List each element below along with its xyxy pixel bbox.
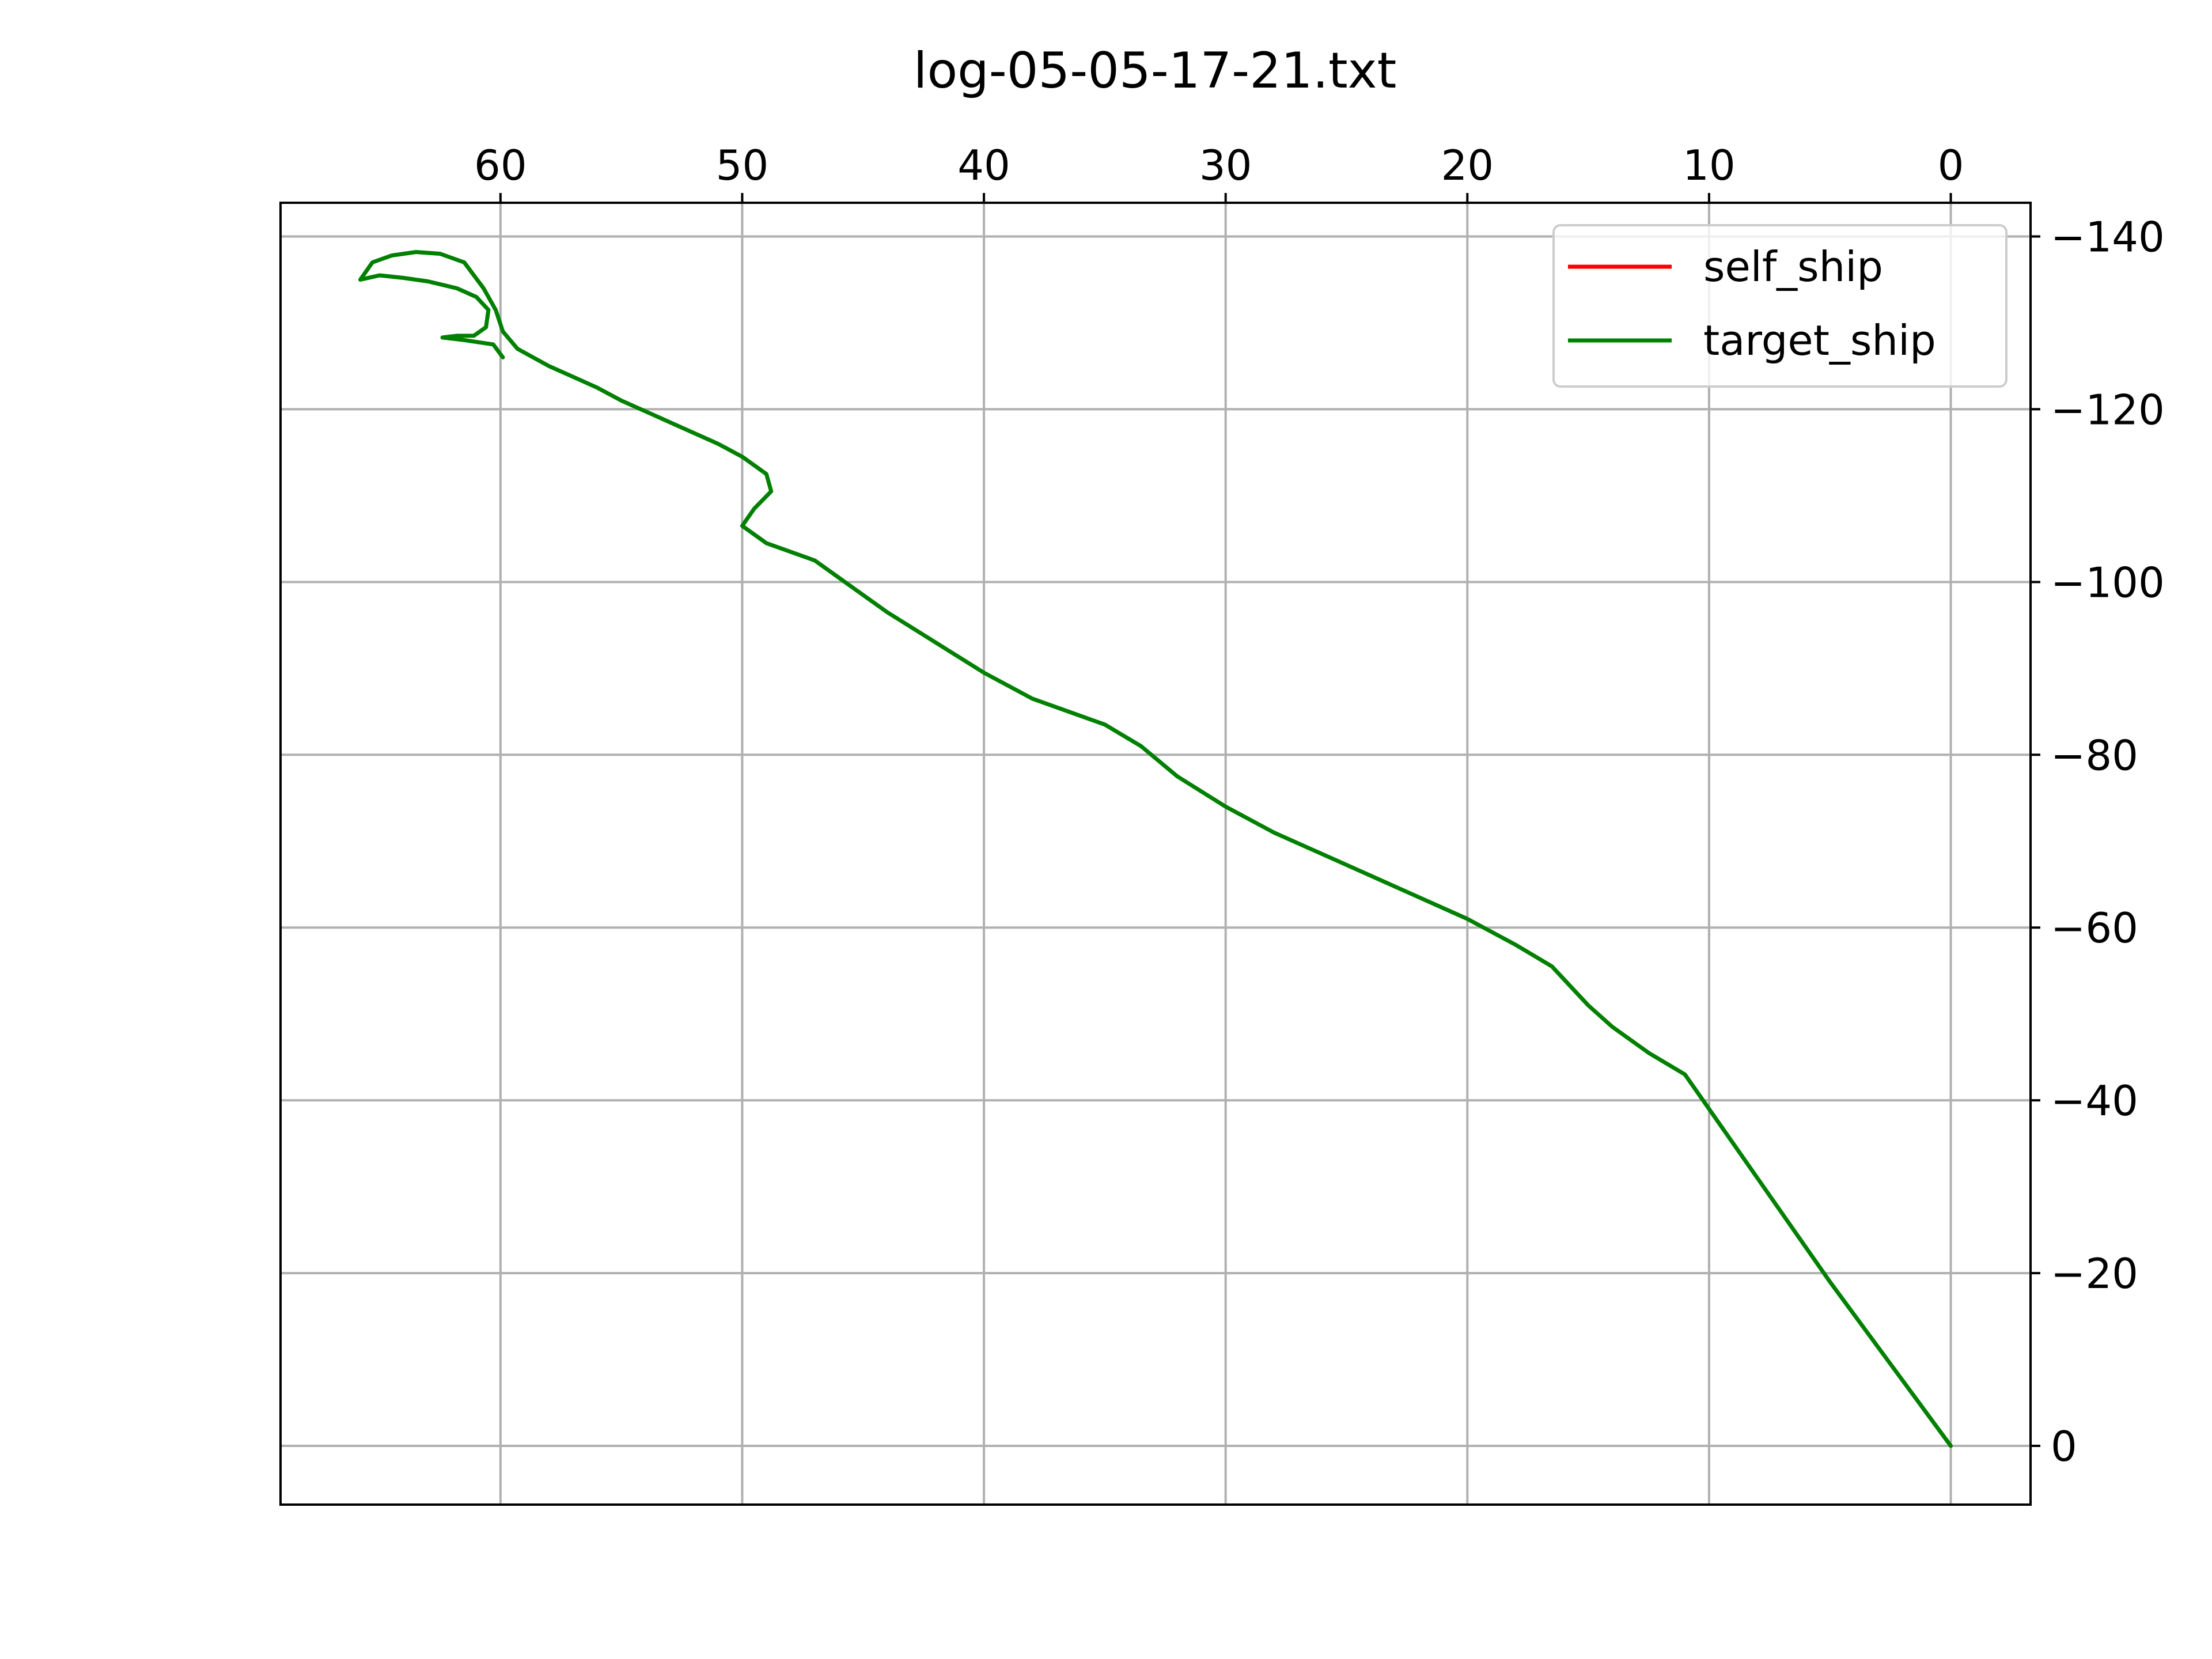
- y-tick-label: −60: [2051, 904, 2138, 952]
- x-tick-label: 60: [474, 141, 527, 190]
- y-tick-label: −80: [2051, 731, 2138, 779]
- y-tick-label: −20: [2051, 1249, 2138, 1298]
- x-tick-label: 40: [957, 141, 1010, 190]
- grid: [281, 203, 2031, 1505]
- series-layer: [358, 250, 1953, 1448]
- x-tick-label: 30: [1199, 141, 1252, 190]
- legend-label-self-ship: self_ship: [1703, 243, 1883, 291]
- y-tick-label: −140: [2051, 213, 2165, 261]
- legend: self_ship target_ship: [1552, 224, 2008, 388]
- series-line-target-ship: [358, 250, 1953, 1448]
- plot-frame: [279, 202, 2032, 1506]
- x-tick-label: 0: [1938, 141, 1964, 190]
- x-tick-label: 20: [1441, 141, 1494, 190]
- legend-label-target-ship: target_ship: [1703, 316, 1936, 365]
- y-tick-label: 0: [2051, 1422, 2077, 1471]
- y-tick-label: −100: [2051, 558, 2165, 607]
- y-axis-right: −140 −120 −100 −80 −60 −40 −20 0: [2031, 213, 2165, 1471]
- x-tick-label: 10: [1683, 141, 1736, 190]
- x-axis-top: 60 50 40 30 20 10 0: [474, 141, 1964, 203]
- chart-title: log-05-05-17-21.txt: [914, 42, 1397, 100]
- plot-area: [281, 203, 2031, 1505]
- y-tick-label: −120: [2051, 385, 2165, 434]
- y-tick-label: −40: [2051, 1077, 2138, 1125]
- x-tick-label: 50: [716, 141, 769, 190]
